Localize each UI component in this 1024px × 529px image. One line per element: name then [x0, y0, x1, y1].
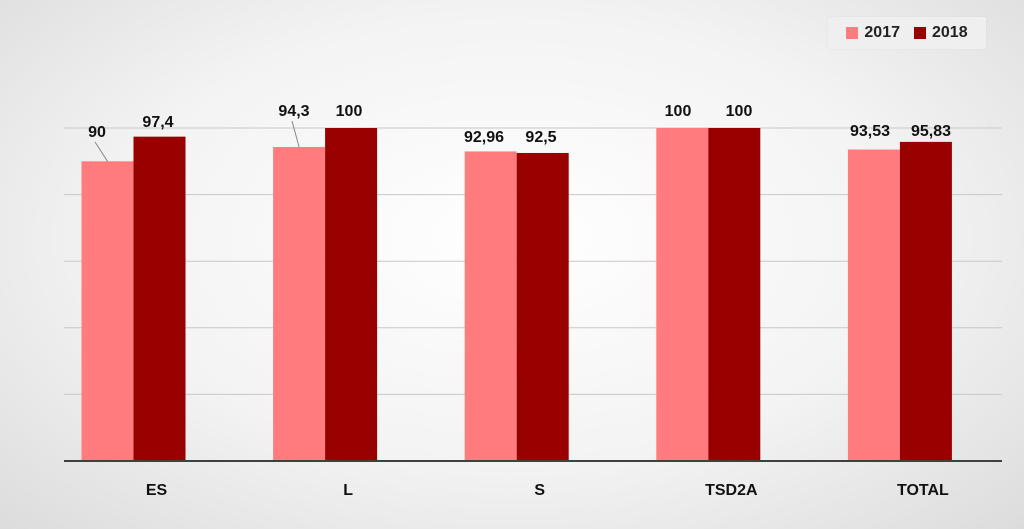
legend-label-2017: 2017	[864, 24, 900, 41]
legend-swatch-2018	[914, 27, 926, 39]
legend-item-2017: 2017	[846, 24, 900, 42]
data-label: 100	[665, 103, 692, 120]
bar-2018-tsd2a	[708, 128, 761, 461]
category-label: L	[343, 482, 353, 499]
bar-2018-s	[516, 152, 569, 461]
data-label: 97,4	[142, 114, 173, 131]
bar-2017-l	[273, 146, 326, 461]
chart-legend: 2017 2018	[828, 17, 986, 49]
category-label: TOTAL	[897, 482, 949, 499]
legend-item-2018: 2018	[914, 24, 968, 42]
legend-swatch-2017	[846, 27, 859, 39]
data-label: 100	[726, 103, 753, 120]
label-leader-line	[94, 141, 108, 162]
category-label: ES	[146, 482, 168, 499]
bar-2017-es	[81, 161, 134, 462]
data-label: 100	[336, 103, 363, 120]
label-leader-line	[291, 120, 300, 148]
legend-label-2018: 2018	[932, 24, 968, 41]
data-label: 92,5	[525, 129, 556, 146]
data-label: 92,96	[464, 129, 504, 146]
data-label: 93,53	[850, 123, 890, 140]
category-label: TSD2A	[705, 482, 758, 499]
bar-2018-total	[899, 141, 952, 461]
bar-2017-s	[464, 151, 517, 461]
bar-2018-es	[133, 136, 186, 461]
data-label: 90	[88, 124, 106, 141]
data-label: 94,3	[278, 103, 309, 120]
bar-2017-total	[847, 149, 900, 461]
category-label: S	[534, 482, 545, 499]
bar-2017-tsd2a	[656, 128, 709, 461]
data-label: 95,83	[911, 123, 951, 140]
bar-2018-l	[325, 128, 378, 461]
